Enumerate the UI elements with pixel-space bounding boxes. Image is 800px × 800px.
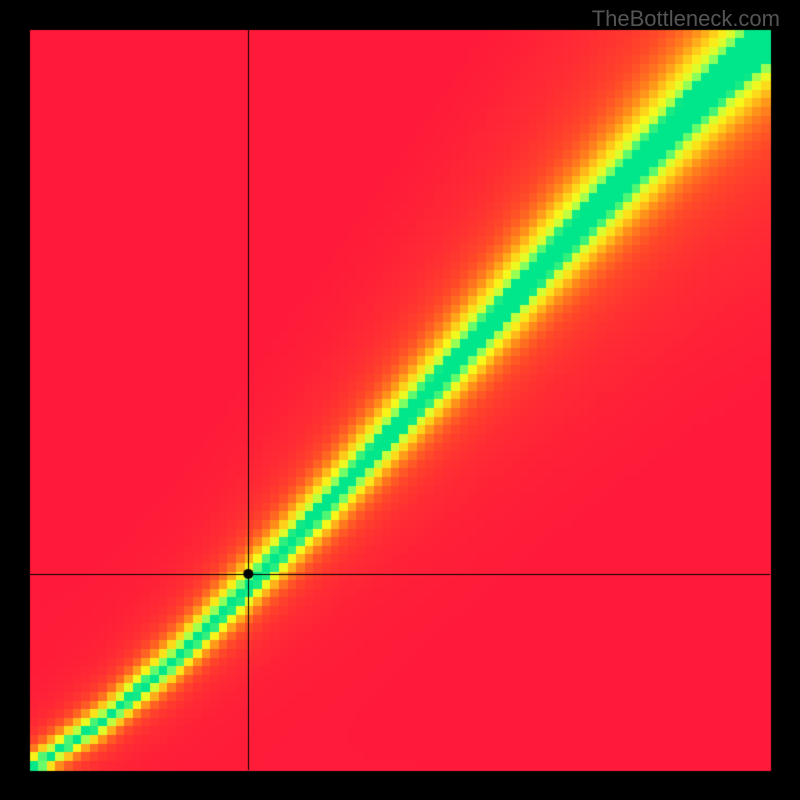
chart-container: TheBottleneck.com — [0, 0, 800, 800]
watermark-text: TheBottleneck.com — [592, 6, 780, 32]
heatmap-canvas — [0, 0, 800, 800]
